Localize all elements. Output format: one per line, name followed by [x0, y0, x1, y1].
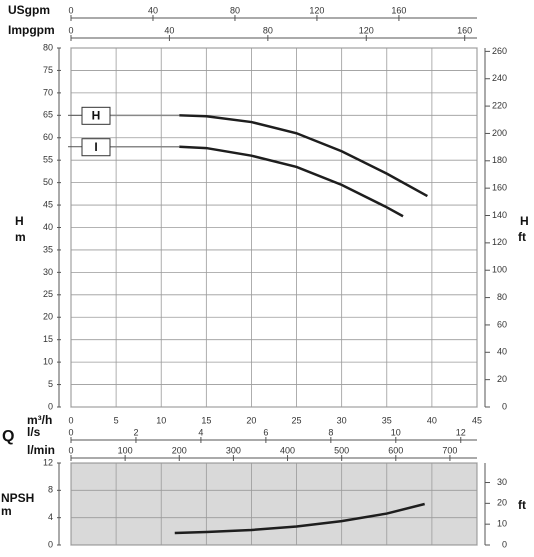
y-tick-label: 65	[43, 110, 53, 120]
curve	[174, 502, 425, 535]
y-tick-label: 50	[43, 177, 53, 187]
y-tick-label: 10	[43, 357, 53, 367]
x-tick-label: 15	[201, 415, 211, 425]
y-tick-label: 45	[43, 199, 53, 209]
y-tick-label: 70	[43, 87, 53, 97]
x-tick-label: 8	[328, 427, 333, 437]
y2-tick-label: 60	[497, 319, 507, 329]
y2-tick-label: 220	[492, 100, 507, 110]
y2-tick-label: 20	[497, 374, 507, 384]
axis-label: l/s	[27, 425, 41, 439]
legend-box	[81, 138, 111, 157]
flow-label: Q	[2, 428, 14, 445]
y2-tick-label: 180	[492, 155, 507, 165]
x-tick-label: 0	[68, 427, 73, 437]
y-tick-label: 12	[43, 457, 53, 467]
x-tick-label: 6	[263, 427, 268, 437]
x-label: m³/h	[27, 413, 52, 427]
x-tick-label: 200	[172, 445, 187, 455]
y-tick-label: 15	[43, 334, 53, 344]
x-tick-label: 500	[334, 445, 349, 455]
y2-tick-label: 80	[497, 292, 507, 302]
x-tick-label: 160	[391, 5, 406, 15]
y2-tick-label: 0	[502, 539, 507, 549]
y2-tick-label: 40	[497, 347, 507, 357]
y-label: H	[15, 214, 24, 228]
axis-label: Impgpm	[8, 23, 55, 37]
x-tick-label: 120	[359, 25, 374, 35]
y-tick-label: 75	[43, 65, 53, 75]
x-tick-label: 2	[133, 427, 138, 437]
x-tick-label: 25	[292, 415, 302, 425]
legend-label: I	[94, 140, 97, 154]
curve	[179, 145, 404, 218]
y2-label: H	[520, 214, 529, 228]
axis-label: l/min	[27, 443, 55, 457]
x-tick-label: 10	[156, 415, 166, 425]
y-tick-label: 0	[48, 401, 53, 411]
y-tick-label: 4	[48, 512, 53, 522]
x-tick-label: 10	[391, 427, 401, 437]
x-tick-label: 700	[442, 445, 457, 455]
x-tick-label: 0	[68, 415, 73, 425]
x-tick-label: 80	[230, 5, 240, 15]
y2-tick-label: 100	[492, 265, 507, 275]
y2-tick-label: 200	[492, 128, 507, 138]
x-tick-label: 4	[198, 427, 203, 437]
x-tick-label: 0	[68, 25, 73, 35]
y2-unit: ft	[518, 230, 526, 244]
legend-label: H	[92, 108, 101, 122]
y-tick-label: 60	[43, 132, 53, 142]
y-unit: m	[15, 230, 26, 244]
x-tick-label: 160	[457, 25, 472, 35]
legend-box	[81, 106, 111, 125]
x-tick-label: 45	[472, 415, 482, 425]
x-tick-label: 80	[263, 25, 273, 35]
x-tick-label: 0	[68, 5, 73, 15]
x-tick-label: 600	[388, 445, 403, 455]
y-tick-label: 8	[48, 485, 53, 495]
y2-tick-label: 10	[497, 519, 507, 529]
y2-tick-label: 0	[502, 401, 507, 411]
axis-label: USgpm	[8, 3, 50, 17]
npsh-unit: m	[1, 504, 12, 518]
plot-area	[70, 462, 478, 546]
y-tick-label: 35	[43, 244, 53, 254]
y2-tick-label: 260	[492, 46, 507, 56]
x-tick-label: 12	[456, 427, 466, 437]
y-tick-label: 30	[43, 267, 53, 277]
y2-tick-label: 30	[497, 477, 507, 487]
y2-tick-label: 240	[492, 73, 507, 83]
x-tick-label: 40	[164, 25, 174, 35]
npsh-label: NPSH	[1, 491, 34, 505]
y-tick-label: 25	[43, 289, 53, 299]
y-tick-label: 55	[43, 155, 53, 165]
y-tick-label: 5	[48, 379, 53, 389]
x-tick-label: 40	[148, 5, 158, 15]
x-tick-label: 20	[246, 415, 256, 425]
y2-tick-label: 160	[492, 183, 507, 193]
x-tick-label: 300	[226, 445, 241, 455]
x-tick-label: 5	[114, 415, 119, 425]
x-tick-label: 0	[68, 445, 73, 455]
y2-tick-label: 20	[497, 498, 507, 508]
x-tick-label: 35	[382, 415, 392, 425]
x-tick-label: 40	[427, 415, 437, 425]
y2-tick-label: 120	[492, 237, 507, 247]
x-tick-label: 120	[309, 5, 324, 15]
y-tick-label: 80	[43, 42, 53, 52]
y-tick-label: 20	[43, 312, 53, 322]
curve	[179, 114, 428, 198]
x-tick-label: 100	[118, 445, 133, 455]
y-tick-label: 0	[48, 539, 53, 549]
y-tick-label: 40	[43, 222, 53, 232]
x-tick-label: 30	[337, 415, 347, 425]
npsh-y2-unit: ft	[518, 498, 526, 512]
x-tick-label: 400	[280, 445, 295, 455]
y2-tick-label: 140	[492, 210, 507, 220]
